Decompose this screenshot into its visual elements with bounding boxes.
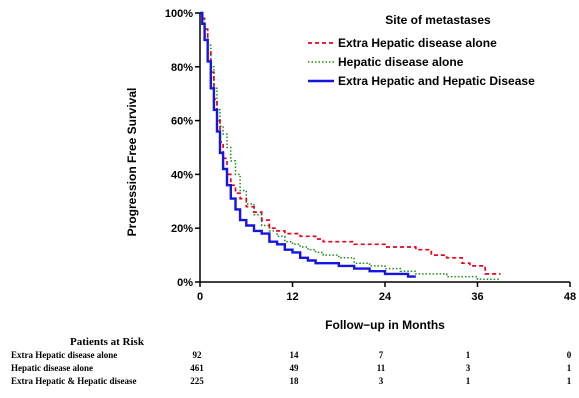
risk-row: Extra Hepatic & Hepatic disease 225 18 3 1 1: [0, 376, 579, 389]
y-tick-label: 0%: [177, 277, 193, 289]
risk-count: 18: [289, 376, 299, 386]
legend-label-2: Extra Hepatic and Hepatic Disease: [338, 74, 535, 88]
risk-row-label: Extra Hepatic disease alone: [11, 350, 118, 360]
risk-count: 1: [465, 376, 471, 386]
y-tick-label: 20%: [171, 223, 193, 235]
y-tick-label: 60%: [171, 116, 193, 128]
risk-row: Hepatic disease alone 461 49 11 3 1: [0, 363, 579, 376]
x-axis-label: Follow−up in Months: [325, 318, 445, 332]
chart-series: [200, 11, 501, 281]
risk-count: 461: [190, 363, 204, 373]
x-tick-label: 12: [286, 291, 298, 303]
series-line-2: [200, 11, 416, 278]
x-tick-label: 0: [197, 291, 203, 303]
risk-count: 0: [566, 350, 572, 360]
legend-title: Site of metastases: [385, 13, 491, 27]
risk-row-label: Extra Hepatic & Hepatic disease: [11, 376, 137, 386]
series-line-0: [200, 12, 501, 275]
risk-count: 11: [376, 363, 386, 373]
risk-row-label: Hepatic disease alone: [11, 363, 93, 373]
risk-count: 1: [566, 363, 572, 373]
risk-count: 49: [289, 363, 299, 373]
y-tick-label: 100%: [165, 8, 193, 20]
survival-chart: 0% 20% 40% 60% 80% 100% 0 12 24 36 48 Site of meta…: [125, 8, 576, 332]
y-tick-label: 80%: [171, 62, 193, 74]
legend-label-1: Hepatic disease alone: [338, 55, 464, 69]
x-tick-label: 24: [379, 291, 392, 303]
legend-label-0: Extra Hepatic disease alone: [338, 36, 497, 50]
risk-count: 1: [566, 376, 572, 386]
risk-count: 92: [192, 350, 202, 360]
patients-at-risk-title: Patients at Risk: [70, 336, 144, 348]
x-tick-label: 48: [564, 291, 576, 303]
series-line-1: [200, 12, 501, 281]
chart-axes: 0% 20% 40% 60% 80% 100% 0 12 24 36 48: [165, 8, 576, 303]
y-tick-label: 40%: [171, 169, 193, 181]
risk-count: 1: [465, 350, 471, 360]
chart-legend: Site of metastases Extra Hepatic disease …: [308, 13, 535, 88]
patients-at-risk-table: Patients at Risk Extra Hepatic disease a…: [0, 336, 579, 396]
risk-count: 7: [378, 350, 384, 360]
risk-row: Extra Hepatic disease alone 92 14 7 1 0: [0, 350, 579, 363]
x-tick-label: 36: [471, 291, 483, 303]
risk-count: 225: [190, 376, 204, 386]
risk-count: 3: [378, 376, 384, 386]
risk-count: 14: [289, 350, 299, 360]
y-axis-label: Progression Free Survival: [125, 88, 139, 237]
risk-count: 3: [465, 363, 471, 373]
